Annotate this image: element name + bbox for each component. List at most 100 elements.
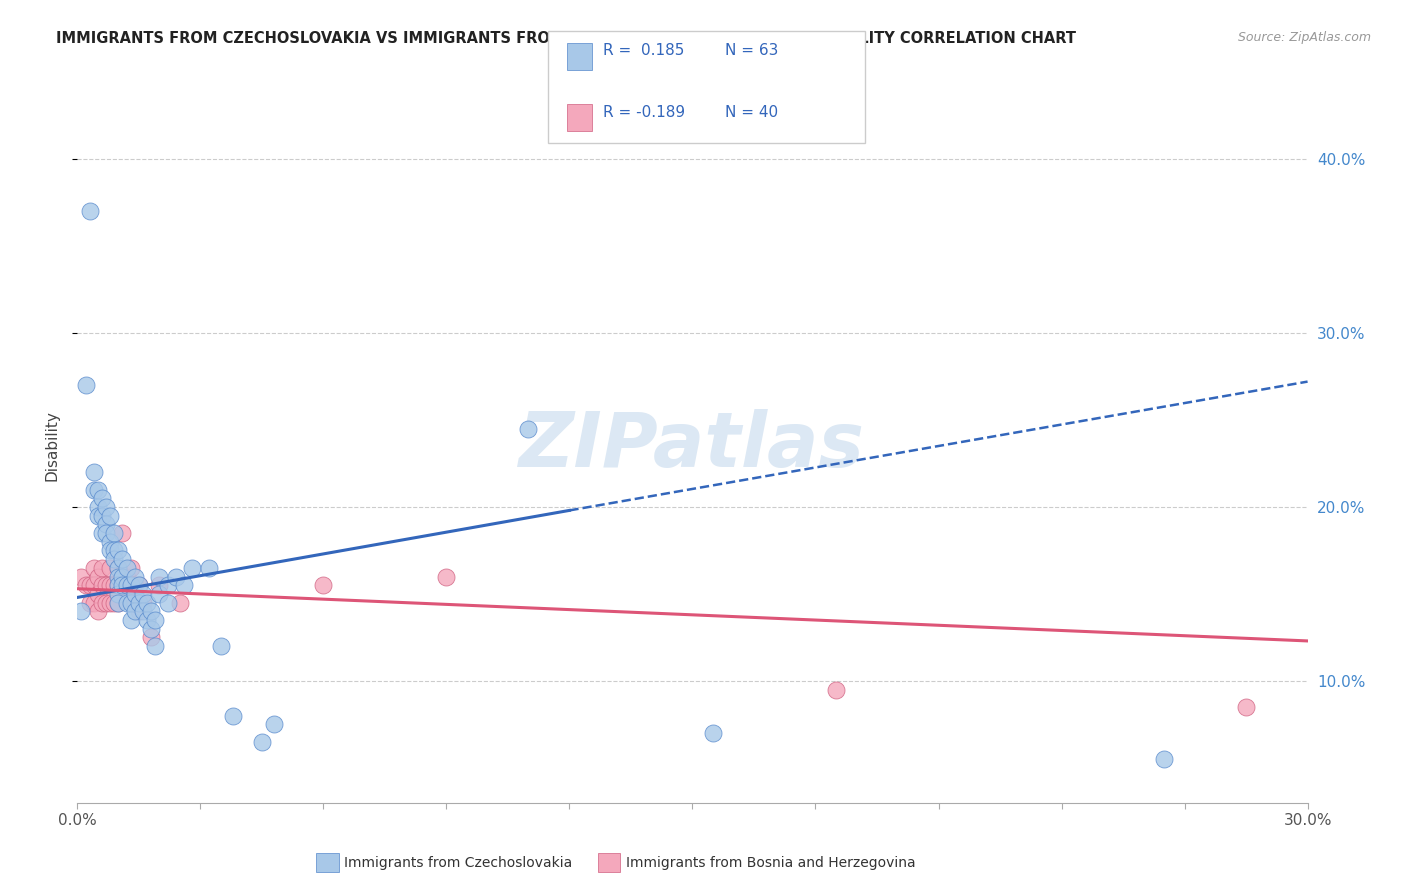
- Point: [181, 561, 204, 575]
- Point: [148, 578, 170, 592]
- Point: [107, 596, 129, 610]
- Point: [70, 604, 93, 618]
- Point: [132, 587, 155, 601]
- Text: N = 40: N = 40: [725, 105, 779, 120]
- Point: [124, 578, 146, 592]
- Point: [83, 483, 105, 497]
- Point: [94, 596, 117, 610]
- Point: [141, 604, 163, 618]
- Point: [107, 587, 129, 601]
- Point: [115, 578, 138, 592]
- Point: [79, 596, 101, 610]
- Point: [90, 596, 114, 610]
- Point: [87, 604, 110, 618]
- Point: [79, 204, 101, 219]
- Point: [98, 578, 121, 592]
- Text: R = -0.189: R = -0.189: [603, 105, 685, 120]
- Point: [107, 561, 129, 575]
- Point: [156, 578, 179, 592]
- Point: [148, 569, 170, 583]
- Point: [156, 596, 179, 610]
- Text: Source: ZipAtlas.com: Source: ZipAtlas.com: [1237, 31, 1371, 45]
- Point: [436, 569, 458, 583]
- Point: [128, 604, 150, 618]
- Point: [94, 526, 117, 541]
- Point: [107, 543, 129, 558]
- Point: [103, 552, 125, 566]
- Point: [141, 631, 163, 645]
- Point: [115, 569, 138, 583]
- Text: R =  0.185: R = 0.185: [603, 44, 685, 58]
- Text: IMMIGRANTS FROM CZECHOSLOVAKIA VS IMMIGRANTS FROM BOSNIA AND HERZEGOVINA DISABIL: IMMIGRANTS FROM CZECHOSLOVAKIA VS IMMIGR…: [56, 31, 1076, 46]
- Point: [702, 726, 724, 740]
- Point: [90, 491, 114, 506]
- Text: Immigrants from Czechoslovakia: Immigrants from Czechoslovakia: [344, 855, 572, 870]
- Text: N = 63: N = 63: [725, 44, 779, 58]
- Point: [103, 526, 125, 541]
- Point: [87, 587, 110, 601]
- Point: [87, 508, 110, 523]
- Y-axis label: Disability: Disability: [44, 410, 59, 482]
- Point: [98, 534, 121, 549]
- Point: [107, 578, 129, 592]
- Point: [107, 596, 129, 610]
- Point: [90, 526, 114, 541]
- Point: [128, 578, 150, 592]
- Point: [75, 578, 97, 592]
- Point: [90, 578, 114, 592]
- Point: [120, 596, 142, 610]
- Point: [83, 561, 105, 575]
- Point: [132, 604, 155, 618]
- Point: [169, 596, 191, 610]
- Point: [103, 596, 125, 610]
- Point: [70, 569, 93, 583]
- Point: [222, 708, 245, 723]
- Point: [83, 465, 105, 479]
- Point: [83, 578, 105, 592]
- Point: [107, 578, 129, 592]
- Point: [94, 500, 117, 514]
- Point: [98, 543, 121, 558]
- Point: [79, 578, 101, 592]
- Point: [115, 596, 138, 610]
- Point: [128, 596, 150, 610]
- Point: [517, 421, 540, 435]
- Point: [120, 561, 142, 575]
- Point: [90, 508, 114, 523]
- Point: [87, 569, 110, 583]
- Point: [1234, 700, 1257, 714]
- Point: [87, 500, 110, 514]
- Point: [128, 578, 150, 592]
- Point: [143, 639, 166, 653]
- Point: [111, 578, 134, 592]
- Point: [87, 483, 110, 497]
- Point: [173, 578, 195, 592]
- Point: [98, 561, 121, 575]
- Point: [132, 596, 155, 610]
- Point: [197, 561, 219, 575]
- Point: [165, 569, 187, 583]
- Point: [98, 508, 121, 523]
- Point: [115, 561, 138, 575]
- Point: [111, 526, 134, 541]
- Point: [263, 717, 285, 731]
- Point: [124, 569, 146, 583]
- Point: [124, 596, 146, 610]
- Point: [103, 578, 125, 592]
- Point: [148, 587, 170, 601]
- Point: [111, 569, 134, 583]
- Point: [312, 578, 335, 592]
- Point: [103, 543, 125, 558]
- Point: [1153, 752, 1175, 766]
- Point: [120, 578, 142, 592]
- Point: [141, 622, 163, 636]
- Point: [83, 596, 105, 610]
- Text: ZIPatlas: ZIPatlas: [519, 409, 866, 483]
- Point: [825, 682, 848, 697]
- Point: [250, 735, 273, 749]
- Text: Immigrants from Bosnia and Herzegovina: Immigrants from Bosnia and Herzegovina: [626, 855, 915, 870]
- Point: [115, 587, 138, 601]
- Point: [98, 596, 121, 610]
- Point: [90, 561, 114, 575]
- Point: [107, 569, 129, 583]
